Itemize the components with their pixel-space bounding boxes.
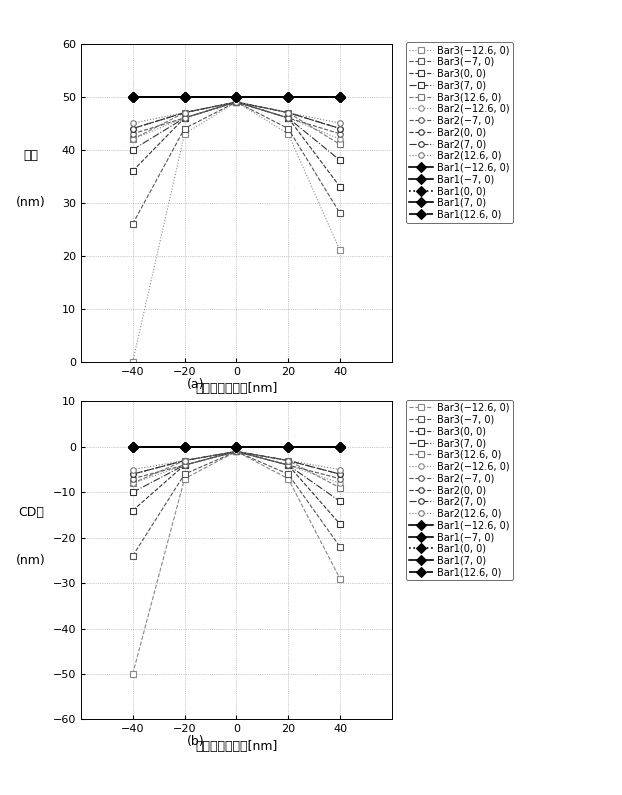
Text: (b): (b) [187, 735, 205, 748]
Legend: Bar3(−12.6, 0), Bar3(−7, 0), Bar3(0, 0), Bar3(7, 0), Bar3(12.6, 0), Bar2(−12.6, : Bar3(−12.6, 0), Bar3(−7, 0), Bar3(0, 0),… [406, 42, 513, 223]
Text: CD差: CD差 [18, 506, 44, 519]
X-axis label: デフォーカス量[nm]: デフォーカス量[nm] [195, 740, 277, 753]
Legend: Bar3(−12.6, 0), Bar3(−7, 0), Bar3(0, 0), Bar3(7, 0), Bar3(12.6, 0), Bar2(−12.6, : Bar3(−12.6, 0), Bar3(−7, 0), Bar3(0, 0),… [406, 400, 513, 580]
Text: 線幅: 線幅 [24, 149, 39, 161]
Text: (nm): (nm) [16, 196, 46, 209]
Text: (a): (a) [187, 378, 205, 390]
X-axis label: デフォーカス量[nm]: デフォーカス量[nm] [195, 382, 277, 395]
Text: (nm): (nm) [16, 554, 46, 567]
